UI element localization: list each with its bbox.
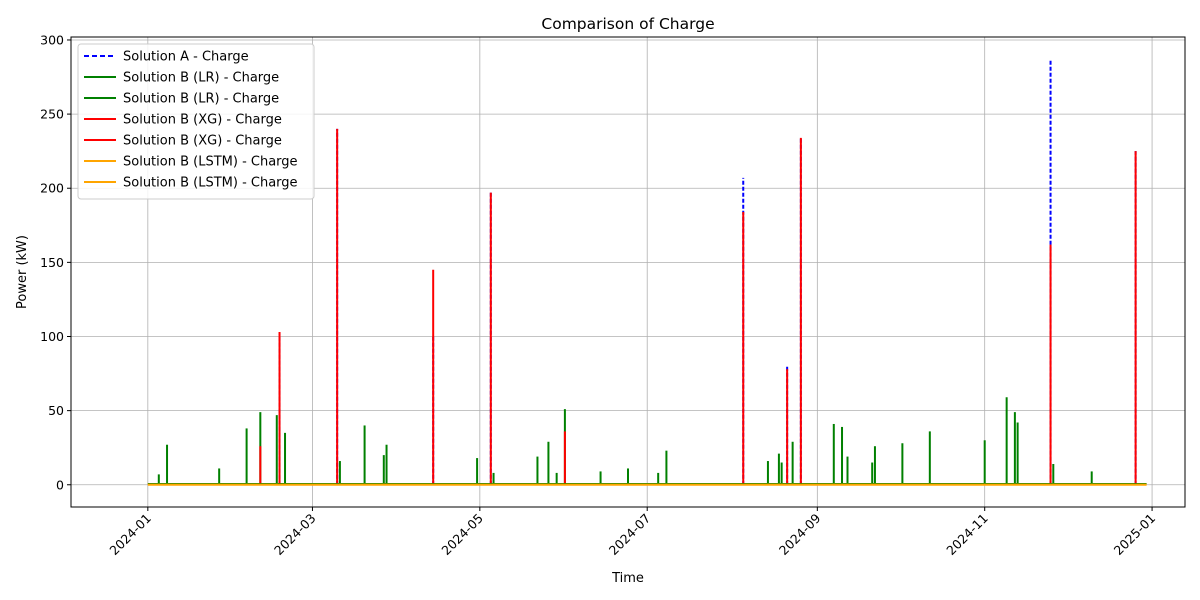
y-axis-label: Power (kW) — [15, 235, 30, 309]
legend: Solution A - Charge Solution B (LR) - Cha… — [77, 43, 315, 200]
plot-series — [147, 59, 1147, 486]
legend-label: Solution A - Charge — [123, 50, 249, 65]
series-2 — [259, 128, 1137, 485]
legend-label: Solution B (LSTM) - Charge — [123, 155, 298, 170]
y-tick-label: 150 — [40, 255, 64, 270]
zero-baseline — [147, 483, 1147, 486]
legend-label: Solution B (LR) - Charge — [123, 92, 279, 107]
series-1 — [157, 397, 1093, 485]
chart-title: Comparison of Charge — [541, 15, 714, 33]
legend-label: Solution B (LSTM) - Charge — [123, 176, 298, 191]
y-tick-label: 50 — [48, 403, 64, 418]
y-tick-label: 300 — [40, 32, 64, 47]
legend-label: Solution B (LR) - Charge — [123, 71, 279, 86]
legend-label: Solution B (XG) - Charge — [123, 113, 282, 128]
y-tick-label: 0 — [56, 477, 64, 492]
x-axis-label: Time — [611, 571, 644, 586]
legend-box — [77, 43, 315, 200]
y-tick-label: 100 — [40, 329, 64, 344]
legend-label: Solution B (XG) - Charge — [123, 134, 282, 149]
plot-frame — [70, 36, 1186, 508]
y-tick-label: 250 — [40, 107, 64, 122]
y-tick-label: 200 — [40, 181, 64, 196]
